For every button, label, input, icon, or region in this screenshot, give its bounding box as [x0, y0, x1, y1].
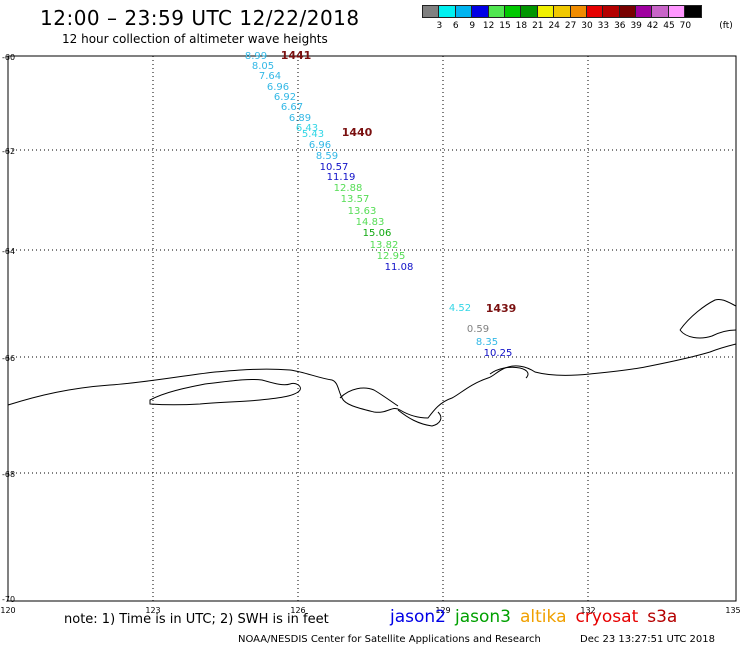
legend-label: 36 [614, 21, 626, 31]
lat-label: -64 [2, 247, 15, 256]
observation-value: 0.59 [467, 324, 489, 335]
mission-jason2: jason2 [390, 607, 446, 627]
timestamp: Dec 23 13:27:51 UTC 2018 [580, 634, 715, 645]
lon-label: 129 [435, 606, 450, 615]
lon-label: 132 [580, 606, 595, 615]
legend-label: 9 [469, 21, 476, 31]
legend-label: 15 [499, 21, 511, 31]
lon-label: 123 [145, 606, 160, 615]
mission-s3a: s3a [647, 607, 678, 627]
legend-unit: (ft) [719, 21, 733, 31]
observation-value: 14.83 [356, 217, 385, 228]
observation-value: 6.43 [296, 123, 318, 134]
observation-value: 6.89 [289, 113, 311, 124]
ice-shelf-line-2 [339, 387, 399, 407]
legend-label: 42 [646, 21, 659, 31]
observation-value: 13.82 [370, 240, 399, 251]
coastline-east [679, 299, 737, 339]
mission-altika: altika [520, 607, 567, 627]
observation-value: 13.63 [348, 206, 377, 217]
coastline-bay [489, 366, 529, 379]
observation-value: 6.67 [281, 102, 303, 113]
legend-label: 24 [548, 21, 560, 31]
legend-label: 21 [532, 21, 544, 31]
coastline [7, 343, 737, 419]
legend-label: 39 [630, 21, 642, 31]
observation-value: 8.59 [316, 151, 338, 162]
legend-label: 18 [515, 21, 528, 31]
observation-value: 8.99 [245, 51, 267, 62]
credit-line: NOAA/NESDIS Center for Satellite Applica… [238, 634, 541, 645]
observation-value: 4.52 [449, 303, 471, 314]
observation-value: 5.43 [302, 129, 324, 140]
lat-label: -68 [2, 470, 15, 479]
observation-value: 12.88 [334, 183, 363, 194]
lat-label: -66 [2, 354, 15, 363]
color-legend: 3 6 9 12 15 18 21 24 27 30 33 36 39 42 45 70 (ft) [422, 5, 733, 31]
observation-value: 10.25 [484, 348, 513, 359]
lon-label: 126 [290, 606, 305, 615]
observation-value: 11.19 [327, 172, 356, 183]
lon-label: 120 [0, 606, 15, 615]
track-label: 1441 [281, 49, 312, 62]
observation-value: 8.35 [476, 337, 498, 348]
mission-cryosat: cryosat [575, 607, 639, 627]
legend-swatches [422, 5, 702, 18]
observation-value: 6.96 [309, 140, 331, 151]
observation-value: 13.57 [341, 194, 370, 205]
gridlines [8, 56, 736, 601]
observation-value: 15.06 [363, 228, 392, 239]
observation-value: 10.57 [320, 162, 349, 173]
latitude-labels: -60 -62 -64 -66 -68 -70 [2, 53, 15, 604]
legend-label: 27 [564, 21, 577, 31]
legend-label: 70 [679, 21, 692, 31]
lat-label: -70 [2, 595, 15, 604]
longitude-labels: 120 123 126 129 132 135 [0, 606, 740, 615]
ice-shelf-line [149, 379, 301, 406]
observation-value: 11.08 [385, 262, 414, 273]
lon-label: 135 [725, 606, 740, 615]
page-subtitle: 12 hour collection of altimeter wave hei… [62, 32, 328, 46]
legend-label: 30 [581, 21, 593, 31]
page-title: 12:00 – 23:59 UTC 12/22/2018 [40, 6, 360, 30]
track-label: 1439 [486, 302, 517, 315]
legend-label: 33 [597, 21, 610, 31]
legend-label: 6 [452, 21, 459, 31]
observation-value: 7.64 [259, 71, 281, 82]
observation-value: 6.92 [274, 92, 296, 103]
map-frame [7, 55, 737, 602]
wave-height-observations: 8.998.057.646.966.926.676.896.435.436.96… [245, 51, 512, 359]
observation-value: 6.96 [267, 82, 289, 93]
footer-note: note: 1) Time is in UTC; 2) SWH is in fe… [64, 612, 329, 627]
track-labels: 1441 1440 1439 [281, 49, 517, 315]
observation-value: 8.05 [252, 61, 274, 72]
legend-label: 45 [663, 21, 675, 31]
mission-legend: jason2 jason3 altika cryosat s3a [390, 607, 686, 627]
mission-jason3: jason3 [455, 607, 511, 627]
lat-label: -62 [2, 147, 15, 156]
observation-value: 12.95 [377, 251, 406, 262]
legend-swatch [684, 5, 702, 18]
lat-label: -60 [2, 53, 15, 62]
legend-label: 3 [436, 21, 443, 31]
coastline-south [397, 409, 442, 427]
legend-label: 12 [482, 21, 495, 31]
track-label: 1440 [342, 126, 373, 139]
